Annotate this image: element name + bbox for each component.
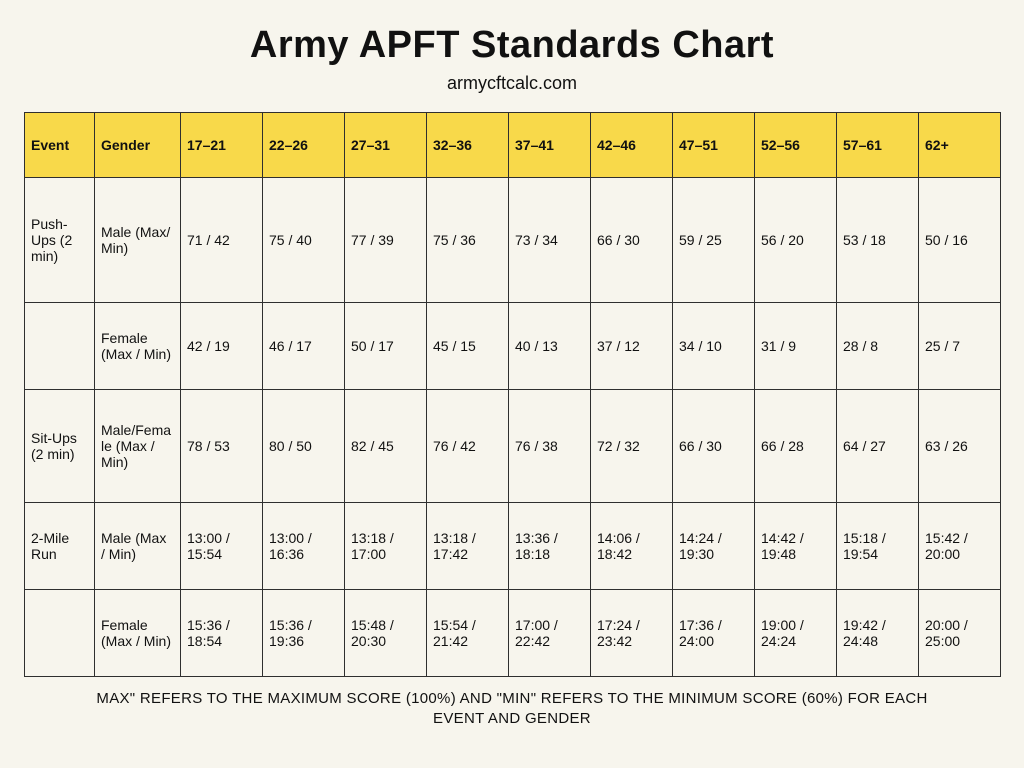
- cell-gender: Male (Max / Min): [95, 503, 181, 590]
- cell-value: 14:42 / 19:48: [755, 503, 837, 590]
- cell-value: 53 / 18: [837, 178, 919, 303]
- cell-value: 56 / 20: [755, 178, 837, 303]
- cell-value: 15:36 / 19:36: [263, 590, 345, 677]
- table-header-row: Event Gender 17–21 22–26 27–31 32–36 37–…: [25, 113, 1001, 178]
- col-27-31: 27–31: [345, 113, 427, 178]
- cell-value: 40 / 13: [509, 303, 591, 390]
- cell-value: 14:24 / 19:30: [673, 503, 755, 590]
- cell-value: 78 / 53: [181, 390, 263, 503]
- cell-gender: Female (Max / Min): [95, 303, 181, 390]
- cell-gender: Female (Max / Min): [95, 590, 181, 677]
- standards-table: Event Gender 17–21 22–26 27–31 32–36 37–…: [24, 112, 1001, 677]
- cell-gender: Male (Max/ Min): [95, 178, 181, 303]
- cell-value: 34 / 10: [673, 303, 755, 390]
- cell-value: 13:18 / 17:00: [345, 503, 427, 590]
- cell-value: 15:48 / 20:30: [345, 590, 427, 677]
- table-row: Female (Max / Min) 15:36 / 18:54 15:36 /…: [25, 590, 1001, 677]
- cell-value: 71 / 42: [181, 178, 263, 303]
- col-47-51: 47–51: [673, 113, 755, 178]
- cell-value: 72 / 32: [591, 390, 673, 503]
- cell-value: 31 / 9: [755, 303, 837, 390]
- page: Army APFT Standards Chart armycftcalc.co…: [0, 0, 1024, 768]
- cell-value: 76 / 38: [509, 390, 591, 503]
- cell-value: 15:36 / 18:54: [181, 590, 263, 677]
- cell-value: 50 / 17: [345, 303, 427, 390]
- cell-value: 13:00 / 15:54: [181, 503, 263, 590]
- cell-value: 20:00 / 25:00: [919, 590, 1001, 677]
- cell-value: 59 / 25: [673, 178, 755, 303]
- cell-value: 42 / 19: [181, 303, 263, 390]
- cell-value: 15:18 / 19:54: [837, 503, 919, 590]
- table-row: 2-Mile Run Male (Max / Min) 13:00 / 15:5…: [25, 503, 1001, 590]
- cell-value: 66 / 28: [755, 390, 837, 503]
- cell-value: 77 / 39: [345, 178, 427, 303]
- col-event: Event: [25, 113, 95, 178]
- col-42-46: 42–46: [591, 113, 673, 178]
- cell-value: 66 / 30: [591, 178, 673, 303]
- col-37-41: 37–41: [509, 113, 591, 178]
- table-row: Female (Max / Min) 42 / 19 46 / 17 50 / …: [25, 303, 1001, 390]
- cell-value: 76 / 42: [427, 390, 509, 503]
- col-57-61: 57–61: [837, 113, 919, 178]
- cell-value: 19:00 / 24:24: [755, 590, 837, 677]
- cell-value: 15:42 / 20:00: [919, 503, 1001, 590]
- col-62plus: 62+: [919, 113, 1001, 178]
- table-row: Sit-Ups (2 min) Male/Female (Max / Min) …: [25, 390, 1001, 503]
- cell-value: 45 / 15: [427, 303, 509, 390]
- cell-value: 82 / 45: [345, 390, 427, 503]
- cell-value: 75 / 36: [427, 178, 509, 303]
- cell-value: 64 / 27: [837, 390, 919, 503]
- cell-gender: Male/Female (Max / Min): [95, 390, 181, 503]
- cell-event: [25, 590, 95, 677]
- col-32-36: 32–36: [427, 113, 509, 178]
- cell-event: [25, 303, 95, 390]
- cell-value: 63 / 26: [919, 390, 1001, 503]
- col-52-56: 52–56: [755, 113, 837, 178]
- cell-value: 13:18 / 17:42: [427, 503, 509, 590]
- cell-event: Sit-Ups (2 min): [25, 390, 95, 503]
- page-title: Army APFT Standards Chart: [24, 24, 1000, 67]
- col-22-26: 22–26: [263, 113, 345, 178]
- cell-value: 28 / 8: [837, 303, 919, 390]
- table-row: Push-Ups (2 min) Male (Max/ Min) 71 / 42…: [25, 178, 1001, 303]
- cell-value: 66 / 30: [673, 390, 755, 503]
- cell-value: 25 / 7: [919, 303, 1001, 390]
- cell-value: 37 / 12: [591, 303, 673, 390]
- cell-value: 80 / 50: [263, 390, 345, 503]
- col-17-21: 17–21: [181, 113, 263, 178]
- footnote: MAX" REFERS TO THE MAXIMUM SCORE (100%) …: [24, 689, 1000, 730]
- cell-value: 17:36 / 24:00: [673, 590, 755, 677]
- page-subtitle: armycftcalc.com: [24, 73, 1000, 94]
- cell-value: 19:42 / 24:48: [837, 590, 919, 677]
- cell-value: 13:36 / 18:18: [509, 503, 591, 590]
- cell-value: 13:00 / 16:36: [263, 503, 345, 590]
- cell-value: 73 / 34: [509, 178, 591, 303]
- cell-event: 2-Mile Run: [25, 503, 95, 590]
- cell-value: 46 / 17: [263, 303, 345, 390]
- cell-value: 15:54 / 21:42: [427, 590, 509, 677]
- col-gender: Gender: [95, 113, 181, 178]
- cell-value: 17:24 / 23:42: [591, 590, 673, 677]
- cell-value: 14:06 / 18:42: [591, 503, 673, 590]
- cell-value: 50 / 16: [919, 178, 1001, 303]
- cell-value: 75 / 40: [263, 178, 345, 303]
- cell-event: Push-Ups (2 min): [25, 178, 95, 303]
- cell-value: 17:00 / 22:42: [509, 590, 591, 677]
